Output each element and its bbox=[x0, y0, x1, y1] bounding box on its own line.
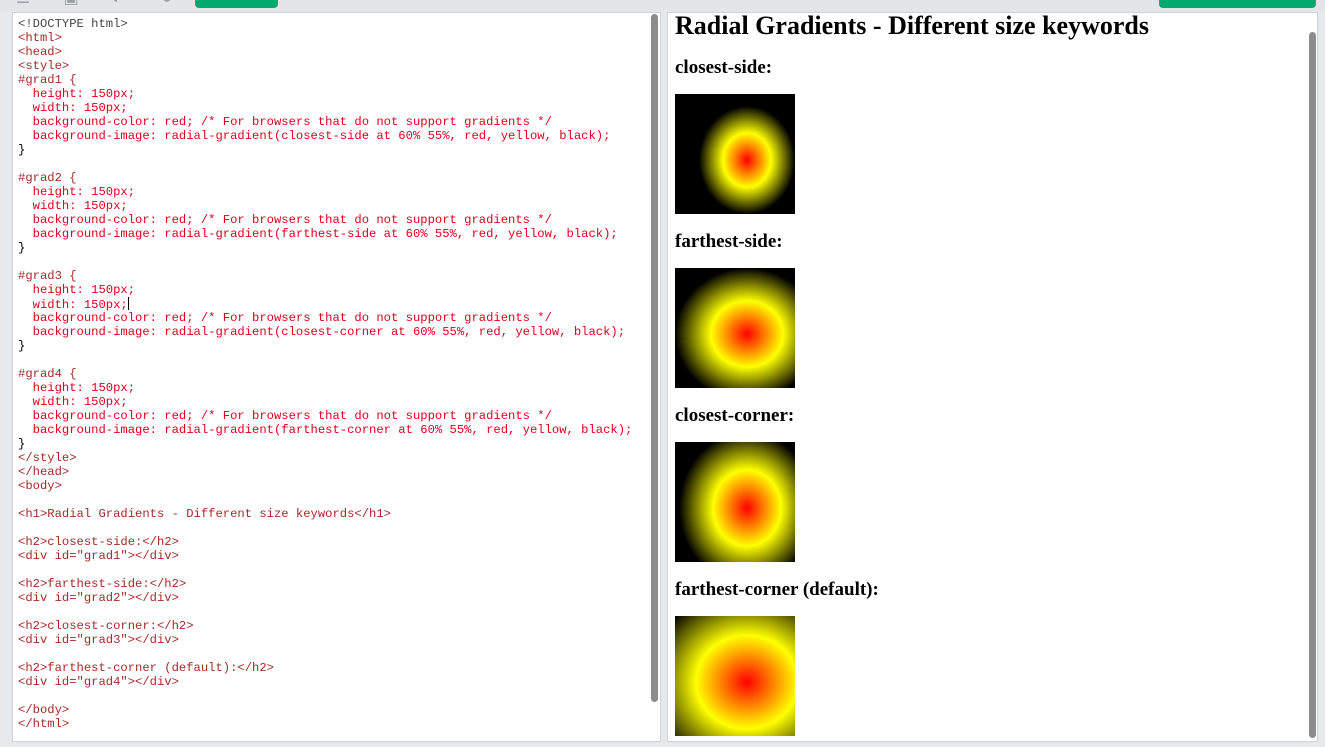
result-preview: Radial Gradients - Different size keywor… bbox=[667, 12, 1318, 742]
editor-scrollbar[interactable] bbox=[651, 14, 658, 702]
code-line: background-color: red; /* For browsers t… bbox=[18, 115, 552, 129]
code-line bbox=[18, 605, 632, 619]
code-line: </body> bbox=[18, 703, 70, 717]
code-line bbox=[18, 255, 632, 269]
code-line: height: 150px; bbox=[18, 185, 136, 199]
code-line: width: 150px; bbox=[18, 395, 128, 409]
gradient-box-closest-corner bbox=[675, 442, 795, 562]
code-line: <style> bbox=[18, 59, 70, 73]
code-line: background-image: radial-gradient(closes… bbox=[18, 325, 626, 339]
code-line: <html> bbox=[18, 31, 62, 45]
code-line: </head> bbox=[18, 465, 70, 479]
code-line bbox=[18, 563, 632, 577]
preview-scrollbar[interactable] bbox=[1309, 32, 1316, 738]
code-line: background-color: red; /* For browsers t… bbox=[18, 409, 552, 423]
code-line: width: 150px; bbox=[18, 297, 129, 312]
code-line: } bbox=[18, 241, 26, 255]
gradient-box-closest-side bbox=[675, 94, 795, 214]
get-space-button[interactable] bbox=[1159, 0, 1316, 8]
code-line: #grad2 { bbox=[18, 171, 77, 185]
text-caret bbox=[127, 297, 129, 310]
code-line: <h1>Radial Gradients - Different size ke… bbox=[18, 507, 391, 521]
code-line: <head> bbox=[18, 45, 62, 59]
gradient-box-farthest-side bbox=[675, 268, 795, 388]
code-line: <div id="grad3"></div> bbox=[18, 633, 179, 647]
heading-closest-corner: closest-corner: bbox=[675, 405, 795, 426]
top-toolbar: ☰ ▣ ◐ ● bbox=[0, 0, 1325, 12]
code-line: background-color: red; /* For browsers t… bbox=[18, 213, 552, 227]
code-line: <div id="grad2"></div> bbox=[18, 591, 179, 605]
code-line: <!DOCTYPE html> bbox=[18, 17, 128, 31]
code-line: #grad4 { bbox=[18, 367, 77, 381]
heading-closest-side: closest-side: bbox=[675, 57, 773, 78]
code-line bbox=[18, 689, 632, 703]
code-line: <h2>farthest-corner (default):</h2> bbox=[18, 661, 274, 675]
code-line: <div id="grad1"></div> bbox=[18, 549, 179, 563]
code-line: background-image: radial-gradient(farthe… bbox=[18, 227, 618, 241]
code-content[interactable]: <!DOCTYPE html> <html> <head> <style> #grad1… bbox=[18, 17, 632, 731]
code-line: <body> bbox=[18, 479, 62, 493]
code-line: <h2>closest-corner:</h2> bbox=[18, 619, 194, 633]
code-line: <h2>farthest-side:</h2> bbox=[18, 577, 187, 591]
code-line: </html> bbox=[18, 717, 70, 731]
theme-icon[interactable]: ◐ bbox=[108, 0, 126, 8]
code-line: background-image: radial-gradient(farthe… bbox=[18, 423, 633, 437]
code-line bbox=[18, 353, 632, 367]
heading-farthest-side: farthest-side: bbox=[675, 231, 783, 252]
code-line: height: 150px; bbox=[18, 283, 136, 297]
code-line: background-image: radial-gradient(closes… bbox=[18, 129, 611, 143]
code-line: #grad1 { bbox=[18, 73, 77, 87]
code-line bbox=[18, 521, 632, 535]
menu-icon[interactable]: ☰ bbox=[14, 0, 32, 8]
preview-title: Radial Gradients - Different size keywor… bbox=[675, 12, 1149, 40]
settings-icon[interactable]: ● bbox=[158, 0, 176, 8]
code-line bbox=[18, 647, 632, 661]
code-line bbox=[18, 493, 632, 507]
code-line bbox=[18, 157, 632, 171]
code-line: </style> bbox=[18, 451, 77, 465]
code-editor[interactable]: <!DOCTYPE html> <html> <head> <style> #grad1… bbox=[12, 12, 661, 742]
code-line: } bbox=[18, 143, 26, 157]
code-line: background-color: red; /* For browsers t… bbox=[18, 311, 552, 325]
code-line: width: 150px; bbox=[18, 199, 128, 213]
code-line: height: 150px; bbox=[18, 87, 136, 101]
code-line: height: 150px; bbox=[18, 381, 136, 395]
code-line: } bbox=[18, 339, 26, 353]
code-line: width: 150px; bbox=[18, 101, 128, 115]
run-button[interactable] bbox=[195, 0, 278, 8]
gradient-box-farthest-corner bbox=[675, 616, 795, 736]
code-line: } bbox=[18, 437, 26, 451]
code-line: #grad3 { bbox=[18, 269, 77, 283]
code-line: <div id="grad4"></div> bbox=[18, 675, 179, 689]
heading-farthest-corner: farthest-corner (default): bbox=[675, 579, 879, 600]
code-line: <h2>closest-side:</h2> bbox=[18, 535, 179, 549]
home-icon[interactable]: ▣ bbox=[62, 0, 80, 8]
